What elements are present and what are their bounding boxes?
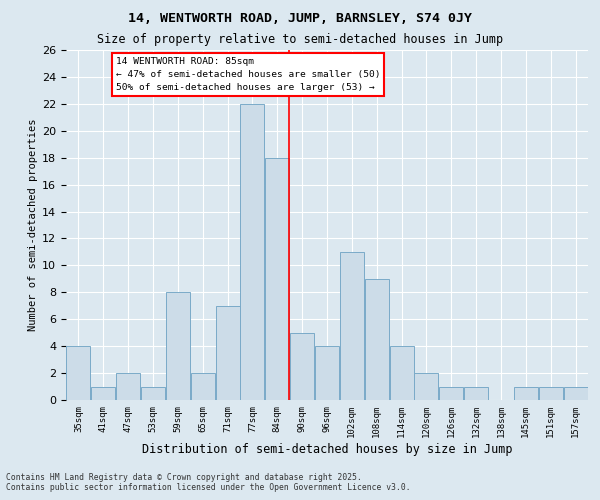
Bar: [166, 292, 190, 400]
Bar: [365, 279, 389, 400]
Bar: [539, 386, 563, 400]
Bar: [241, 104, 265, 400]
Text: Contains HM Land Registry data © Crown copyright and database right 2025.
Contai: Contains HM Land Registry data © Crown c…: [6, 473, 410, 492]
Bar: [389, 346, 413, 400]
Bar: [415, 373, 439, 400]
Bar: [439, 386, 463, 400]
Bar: [116, 373, 140, 400]
Bar: [464, 386, 488, 400]
Y-axis label: Number of semi-detached properties: Number of semi-detached properties: [28, 118, 38, 331]
Text: Size of property relative to semi-detached houses in Jump: Size of property relative to semi-detach…: [97, 32, 503, 46]
Bar: [340, 252, 364, 400]
Bar: [91, 386, 115, 400]
X-axis label: Distribution of semi-detached houses by size in Jump: Distribution of semi-detached houses by …: [142, 442, 512, 456]
Text: 14, WENTWORTH ROAD, JUMP, BARNSLEY, S74 0JY: 14, WENTWORTH ROAD, JUMP, BARNSLEY, S74 …: [128, 12, 472, 26]
Bar: [315, 346, 339, 400]
Bar: [141, 386, 165, 400]
Text: 14 WENTWORTH ROAD: 85sqm
← 47% of semi-detached houses are smaller (50)
50% of s: 14 WENTWORTH ROAD: 85sqm ← 47% of semi-d…: [116, 56, 380, 92]
Bar: [514, 386, 538, 400]
Bar: [191, 373, 215, 400]
Bar: [563, 386, 587, 400]
Bar: [265, 158, 289, 400]
Bar: [290, 332, 314, 400]
Bar: [67, 346, 91, 400]
Bar: [215, 306, 239, 400]
